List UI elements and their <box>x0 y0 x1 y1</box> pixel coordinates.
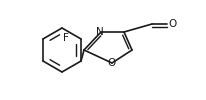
Text: O: O <box>169 19 177 29</box>
Text: N: N <box>96 27 104 37</box>
Text: O: O <box>108 58 116 68</box>
Text: F: F <box>63 33 69 43</box>
